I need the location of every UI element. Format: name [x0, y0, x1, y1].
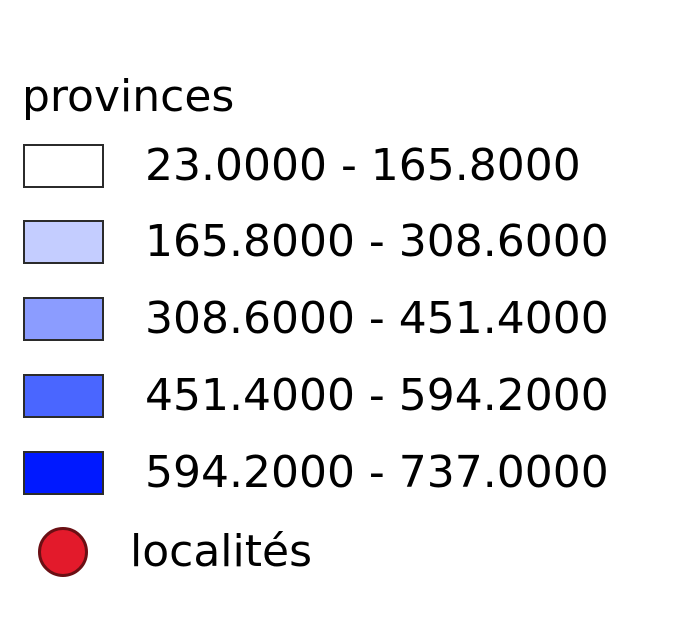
circle-icon	[38, 527, 88, 577]
class-swatch	[23, 451, 104, 495]
class-label: 308.6000 - 451.4000	[145, 293, 609, 344]
legend-point-layer: localités	[0, 522, 690, 582]
legend-class-3: 308.6000 - 451.4000	[0, 291, 690, 351]
legend-title: provinces	[22, 71, 235, 122]
point-layer-label: localités	[130, 526, 312, 577]
class-label: 594.2000 - 737.0000	[145, 447, 609, 498]
class-swatch	[23, 144, 104, 188]
legend-class-1: 23.0000 - 165.8000	[0, 138, 690, 198]
class-label: 451.4000 - 594.2000	[145, 370, 609, 421]
class-label: 23.0000 - 165.8000	[145, 140, 581, 191]
class-swatch	[23, 297, 104, 341]
class-swatch	[23, 220, 104, 264]
legend-class-2: 165.8000 - 308.6000	[0, 214, 690, 274]
legend-class-4: 451.4000 - 594.2000	[0, 368, 690, 428]
class-label: 165.8000 - 308.6000	[145, 216, 609, 267]
class-swatch	[23, 374, 104, 418]
legend-class-5: 594.2000 - 737.0000	[0, 445, 690, 505]
